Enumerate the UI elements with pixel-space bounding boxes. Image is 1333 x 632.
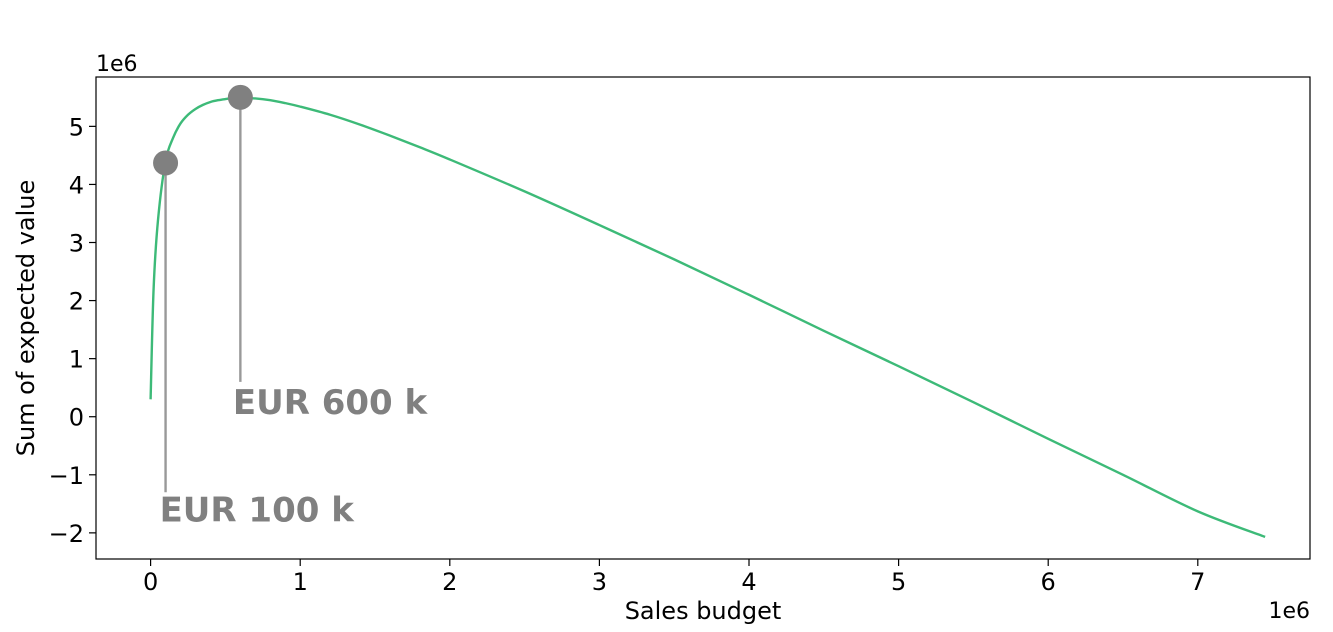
x-axis-ticks: 0 1 2 3 4 5 6 7 — [143, 559, 1205, 596]
y-tick-label: 2 — [69, 288, 84, 316]
x-tick-label: 1 — [293, 568, 308, 596]
y-tick-label: 1 — [69, 346, 84, 374]
marker-point-0 — [153, 150, 179, 176]
series-line-0 — [149, 96, 1266, 539]
x-tick-label: 4 — [741, 568, 756, 596]
x-axis-title: Sales budget — [625, 597, 782, 625]
series-layer — [149, 96, 1266, 539]
y-tick-label: 0 — [69, 404, 84, 432]
y-axis-ticks: −2 −1 0 1 2 3 4 5 — [49, 113, 96, 548]
x-tick-label: 6 — [1041, 568, 1056, 596]
y-tick-label: −1 — [49, 462, 84, 490]
y-axis-title: Sum of expected value — [12, 180, 40, 457]
y-axis-offset-label: 1e6 — [96, 52, 138, 77]
y-tick-label: 5 — [69, 113, 84, 141]
x-axis-offset-label: 1e6 — [1268, 599, 1310, 624]
plot-frame — [95, 76, 1311, 560]
y-tick-label: 3 — [69, 230, 84, 258]
x-tick-label: 0 — [143, 568, 158, 596]
x-tick-label: 7 — [1190, 568, 1205, 596]
y-tick-label: 4 — [69, 171, 84, 199]
x-tick-label: 3 — [592, 568, 607, 596]
x-tick-label: 2 — [442, 568, 457, 596]
marker-layer: EUR 100 k EUR 600 k — [153, 84, 429, 530]
marker-label-1: EUR 600 k — [233, 383, 429, 423]
marker-label-0: EUR 100 k — [160, 490, 356, 530]
plot-area-border — [95, 76, 1311, 560]
marker-point-1 — [227, 84, 253, 110]
x-tick-label: 5 — [891, 568, 906, 596]
y-tick-label: −2 — [49, 520, 84, 548]
